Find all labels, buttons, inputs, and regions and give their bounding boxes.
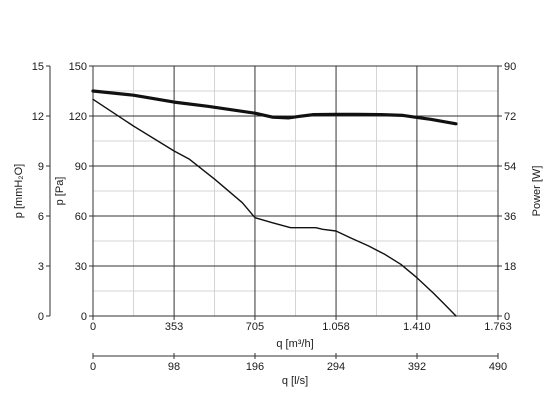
y-left-axis-title: p [Pa]	[54, 177, 66, 206]
x-secondary-tick-label: 392	[408, 361, 426, 373]
x-primary-tick-label: 353	[165, 321, 183, 333]
y-left-outer-tick-label: 9	[38, 161, 44, 173]
x-secondary-tick-label: 490	[489, 361, 507, 373]
y-left-tick-label: 30	[75, 261, 87, 273]
y-left-tick-label: 0	[81, 311, 87, 323]
y-right-tick-label: 72	[504, 111, 516, 123]
y-left-outer-axis-title: p [mmH₂O]	[13, 164, 25, 218]
pressure-curve	[92, 98, 457, 317]
chart-series	[91, 89, 458, 317]
x-primary-axis-title: q [m³/h]	[276, 338, 313, 350]
y-left-outer-tick-label: 3	[38, 261, 44, 273]
minor-grid	[93, 66, 498, 316]
y-left-outer-tick-label: 15	[32, 61, 44, 73]
x-primary-tick-label: 1.410	[403, 321, 431, 333]
y-left-tick-label: 60	[75, 211, 87, 223]
y-left-tick-label: 120	[69, 111, 87, 123]
y-right-tick-label: 18	[504, 261, 516, 273]
y-right-tick-label: 90	[504, 61, 516, 73]
axis-ticks	[46, 65, 502, 359]
y-right-axis-title: Power [W]	[531, 166, 543, 217]
x-primary-tick-label: 705	[246, 321, 264, 333]
y-left-outer-tick-label: 12	[32, 111, 44, 123]
x-secondary-tick-label: 98	[168, 361, 180, 373]
power-curve	[91, 89, 458, 126]
x-secondary-tick-label: 0	[90, 361, 96, 373]
x-secondary-tick-label: 196	[246, 361, 264, 373]
x-primary-tick-label: 0	[90, 321, 96, 333]
y-left-tick-label: 150	[69, 61, 87, 73]
plot-frame	[92, 65, 499, 317]
x-primary-tick-label: 1.763	[484, 321, 512, 333]
y-left-tick-label: 90	[75, 161, 87, 173]
y-right-tick-label: 36	[504, 211, 516, 223]
y-left-outer-tick-label: 6	[38, 211, 44, 223]
y-right-tick-label: 0	[504, 311, 510, 323]
y-right-tick-label: 54	[504, 161, 516, 173]
y-left-outer-tick-label: 0	[38, 311, 44, 323]
x-primary-tick-label: 1.058	[322, 321, 350, 333]
x-secondary-tick-label: 294	[327, 361, 345, 373]
x-secondary-axis-title: q [l/s]	[282, 375, 308, 387]
